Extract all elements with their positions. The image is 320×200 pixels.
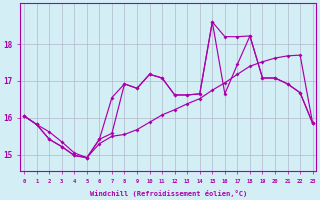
X-axis label: Windchill (Refroidissement éolien,°C): Windchill (Refroidissement éolien,°C) [90, 190, 247, 197]
